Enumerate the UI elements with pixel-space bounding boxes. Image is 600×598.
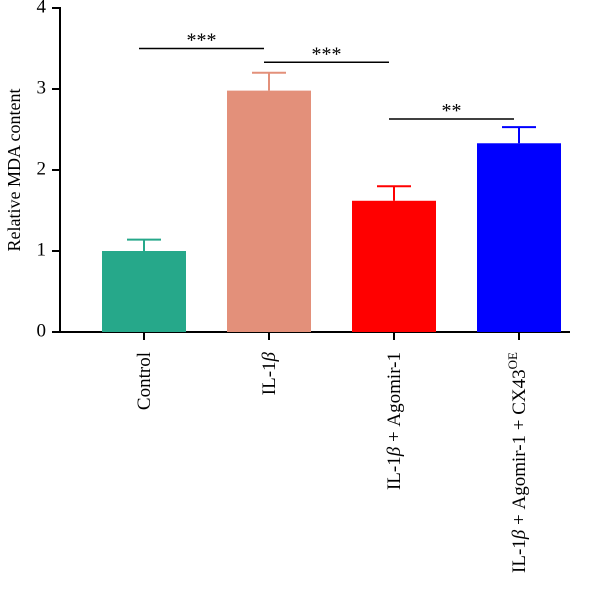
x-tick-label: IL-1β + Agomir-1 + CX43OE xyxy=(505,352,530,573)
significance-label: ** xyxy=(442,100,462,122)
x-tick-label: IL-1β xyxy=(259,351,280,395)
bar xyxy=(352,200,436,332)
y-tick-label: 2 xyxy=(37,158,47,179)
y-ticks: 0 1 2 3 4 xyxy=(37,0,520,341)
y-tick-label: 1 xyxy=(37,239,47,260)
x-tick-labels: Control IL-1β IL-1β + Agomir-1 IL-1β + Agom… xyxy=(134,351,530,573)
error-bars xyxy=(127,71,536,251)
significance-label: *** xyxy=(187,30,217,52)
x-tick-label: IL-1β + Agomir-1 xyxy=(384,352,405,490)
bar xyxy=(477,143,561,332)
bar xyxy=(102,251,186,332)
y-tick-label: 0 xyxy=(37,320,47,341)
x-tick-label: Control xyxy=(134,352,155,410)
bar xyxy=(227,90,311,333)
significance-brackets: ******** xyxy=(139,30,514,122)
y-axis-label: Relative MDA content xyxy=(4,89,24,252)
y-tick-label: 3 xyxy=(37,77,47,98)
significance-label: *** xyxy=(312,43,342,65)
bars xyxy=(102,90,561,333)
y-tick-label: 4 xyxy=(37,0,47,17)
